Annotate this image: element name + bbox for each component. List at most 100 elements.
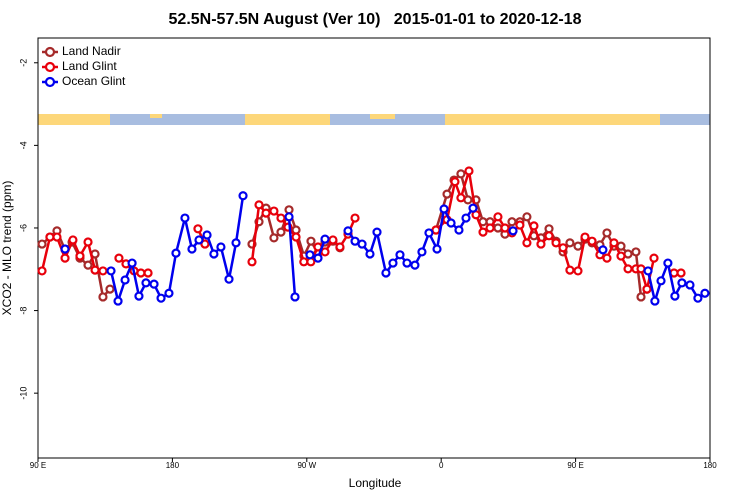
data-point (127, 258, 137, 268)
data-point (261, 208, 271, 218)
data-point (290, 292, 300, 302)
data-point (656, 276, 666, 286)
data-point (120, 275, 130, 285)
y-tick-label: -4 (18, 141, 28, 149)
data-point (194, 235, 204, 245)
data-point (468, 203, 478, 213)
data-point (350, 213, 360, 223)
data-point (335, 242, 345, 252)
data-point (456, 169, 466, 179)
data-point (388, 258, 398, 268)
data-point (573, 266, 583, 276)
data-point (114, 253, 124, 263)
data-point (461, 213, 471, 223)
data-point (372, 227, 382, 237)
data-point (580, 232, 590, 242)
x-tick-label: 90 E (30, 461, 46, 470)
data-point (395, 250, 405, 260)
data-point (685, 280, 695, 290)
data-point (670, 291, 680, 301)
data-point (515, 220, 525, 230)
data-point (276, 227, 286, 237)
data-point (98, 266, 108, 276)
legend-marker (44, 46, 56, 58)
x-axis-label: Longitude (349, 476, 402, 490)
data-point (402, 258, 412, 268)
data-point (522, 238, 532, 248)
data-point (649, 253, 659, 263)
data-point (410, 260, 420, 270)
data-point (432, 244, 442, 254)
data-point (156, 293, 166, 303)
data-point (171, 248, 181, 258)
data-point (83, 237, 93, 247)
data-point (113, 296, 123, 306)
data-point (180, 213, 190, 223)
series (60, 191, 710, 306)
data-point (68, 235, 78, 245)
data-point (247, 257, 257, 267)
plot-frame (37, 37, 711, 459)
data-point (631, 247, 641, 257)
data-point (663, 258, 673, 268)
data-point (164, 288, 174, 298)
data-point (450, 177, 460, 187)
legend-label: Land Glint (62, 59, 117, 73)
data-point (602, 228, 612, 238)
data-point (90, 265, 100, 275)
x-tick-label: 180 (703, 461, 717, 470)
x-tick-label: 90 W (297, 461, 316, 470)
data-point (642, 284, 652, 294)
data-point (343, 226, 353, 236)
data-point (365, 249, 375, 259)
data-point (442, 189, 452, 199)
data-point (75, 251, 85, 261)
data-point (529, 221, 539, 231)
data-point (313, 253, 323, 263)
data-point (700, 288, 710, 298)
data-point (636, 292, 646, 302)
data-point (536, 239, 546, 249)
data-point (269, 206, 279, 216)
legend-marker (44, 61, 56, 73)
data-point (98, 292, 108, 302)
data-point (187, 244, 197, 254)
data-point (616, 251, 626, 261)
data-point (381, 268, 391, 278)
data-point (464, 166, 474, 176)
data-point (507, 217, 517, 227)
y-tick-label: -10 (18, 387, 28, 400)
y-tick-label: -6 (18, 224, 28, 232)
data-point (573, 241, 583, 251)
data-point (650, 296, 660, 306)
x-tick-label: 0 (439, 461, 444, 470)
data-point (508, 226, 518, 236)
data-point (500, 223, 510, 233)
data-point (417, 247, 427, 257)
data-point (558, 243, 568, 253)
data-point (238, 191, 248, 201)
data-point (522, 212, 532, 222)
data-point (254, 200, 264, 210)
data-point (424, 228, 434, 238)
y-tick-label: -8 (18, 307, 28, 315)
data-point (149, 279, 159, 289)
data-point (616, 241, 626, 251)
data-point (602, 253, 612, 263)
y-axis-label: XCO2 - MLO trend (ppm) (0, 181, 14, 316)
data-point (446, 218, 456, 228)
data-point (493, 212, 503, 222)
data-point (677, 278, 687, 288)
data-point (320, 247, 330, 257)
y-tick-label: -2 (18, 59, 28, 67)
data-point (305, 250, 315, 260)
data-point (623, 264, 633, 274)
data-point (105, 284, 115, 294)
data-point (83, 260, 93, 270)
data-point (136, 268, 146, 278)
chart-title: 52.5N-57.5N August (Ver 10) 2015-01-01 t… (169, 11, 582, 28)
legend-marker (44, 76, 56, 88)
legend-label: Ocean Glint (62, 74, 126, 88)
data-point (587, 236, 597, 246)
